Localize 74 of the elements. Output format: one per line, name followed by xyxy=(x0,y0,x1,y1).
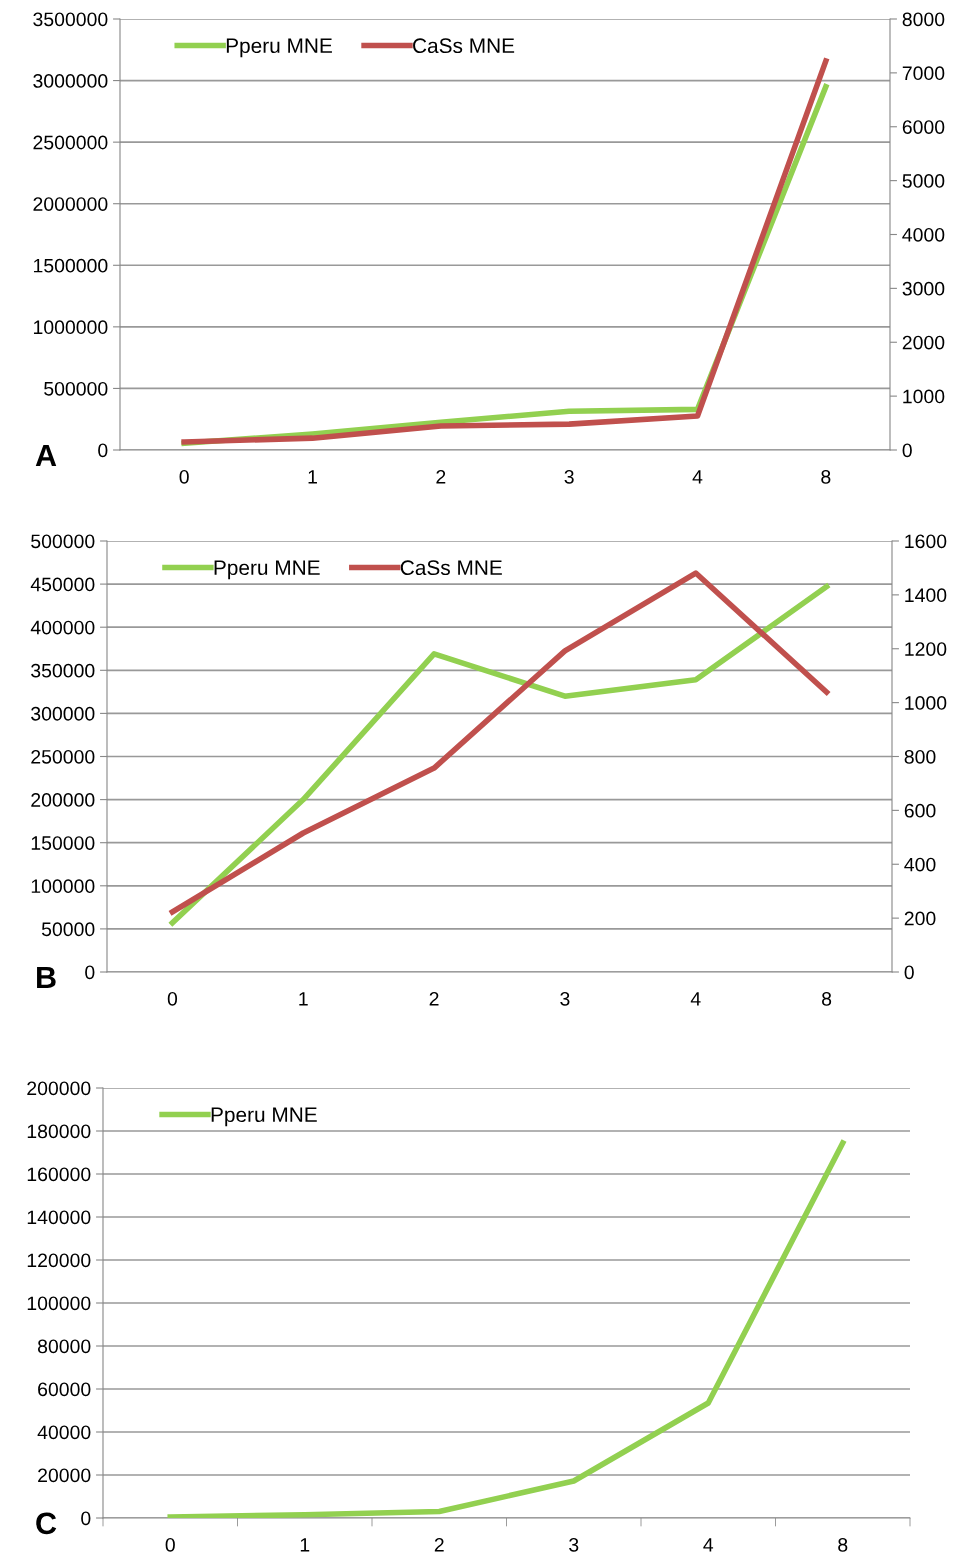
y-tick-label: 0 xyxy=(85,965,95,980)
y2-tick-label: 1200 xyxy=(905,642,947,656)
legend-label: CaSs MNE xyxy=(413,38,515,54)
y-tick-label: 80000 xyxy=(37,1339,91,1354)
y-tick-label: 60000 xyxy=(38,1382,91,1397)
y-tick-label: 2500000 xyxy=(33,135,108,150)
x-tick-label: 8 xyxy=(822,991,832,1006)
x-tick-label: 2 xyxy=(429,991,439,1006)
y2-tick-label: 0 xyxy=(904,965,914,980)
y2-tick-label: 1000 xyxy=(905,696,947,710)
y-tick-label: 3500000 xyxy=(33,12,108,27)
x-tick-label: 1 xyxy=(300,1538,310,1552)
y2-tick-label: 1000 xyxy=(903,389,945,404)
y-tick-label: 450000 xyxy=(30,577,95,592)
y-tick-label: 100000 xyxy=(31,879,95,894)
x-tick-label: 3 xyxy=(569,1537,579,1552)
x-tick-label: 1 xyxy=(308,470,317,484)
y2-tick-label: 600 xyxy=(904,803,936,818)
x-tick-label: 4 xyxy=(690,992,701,1006)
x-tick-label: 0 xyxy=(179,469,189,484)
x-tick-label: 3 xyxy=(560,991,570,1006)
legend-label: Pperu MNE xyxy=(211,1107,317,1127)
y-tick-label: 300000 xyxy=(31,706,95,721)
legend-label: Pperu MNE xyxy=(214,560,320,580)
y2-tick-label: 6000 xyxy=(902,120,945,134)
y2-tick-label: 4000 xyxy=(902,227,945,242)
y2-tick-label: 2000 xyxy=(902,335,945,350)
x-tick-label: 4 xyxy=(703,1538,714,1552)
text: B xyxy=(37,966,56,988)
y2-tick-label: 5000 xyxy=(902,174,945,188)
x-tick-label: 2 xyxy=(434,1537,444,1552)
text: C xyxy=(36,1512,57,1535)
y-tick-label: 50000 xyxy=(41,922,95,937)
x-tick-label: 0 xyxy=(165,1537,175,1552)
y-tick-label: 500000 xyxy=(31,534,95,549)
y-tick-label: 350000 xyxy=(31,663,95,678)
y-tick-label: 180000 xyxy=(27,1124,91,1139)
y-tick-label: 1500000 xyxy=(33,258,108,273)
y2-tick-label: 400 xyxy=(904,857,936,872)
x-tick-label: 8 xyxy=(821,469,831,484)
x-tick-label: 8 xyxy=(838,1537,848,1552)
y-tick-label: 0 xyxy=(81,1511,91,1526)
y-tick-label: 250000 xyxy=(31,749,95,764)
x-tick-label: 0 xyxy=(167,991,178,1006)
y2-tick-label: 1400 xyxy=(905,588,947,603)
x-tick-label: 4 xyxy=(692,470,703,484)
y-tick-label: 20000 xyxy=(38,1468,91,1483)
y2-tick-label: 0 xyxy=(902,443,912,458)
y-tick-label: 160000 xyxy=(27,1167,91,1182)
y2-tick-label: 1600 xyxy=(905,534,947,549)
y-tick-label: 140000 xyxy=(27,1210,91,1225)
y2-tick-label: 8000 xyxy=(902,12,945,27)
y-tick-label: 200000 xyxy=(27,1081,91,1096)
y-tick-label: 200000 xyxy=(31,793,95,807)
y2-tick-label: 800 xyxy=(904,749,936,764)
y-tick-label: 100000 xyxy=(27,1296,91,1311)
y-tick-label: 400000 xyxy=(30,620,95,635)
x-tick-label: 2 xyxy=(436,469,446,484)
y-tick-label: 2000000 xyxy=(33,197,108,211)
y-tick-label: 150000 xyxy=(31,836,95,850)
y2-tick-label: 3000 xyxy=(902,281,945,296)
x-tick-label: 1 xyxy=(299,992,308,1006)
x-tick-label: 3 xyxy=(564,469,574,484)
legend-label: Pperu MNE xyxy=(226,38,332,58)
y-tick-label: 500000 xyxy=(44,381,108,396)
y2-tick-label: 7000 xyxy=(902,66,945,81)
legend-label: CaSs MNE xyxy=(400,560,502,576)
text: A xyxy=(35,444,57,466)
y-tick-label: 40000 xyxy=(37,1425,91,1440)
y-tick-label: 3000000 xyxy=(33,74,108,88)
y-tick-label: 1000000 xyxy=(33,320,108,335)
y2-tick-label: 200 xyxy=(904,911,936,926)
y-tick-label: 0 xyxy=(98,443,108,458)
y-tick-label: 120000 xyxy=(27,1253,91,1268)
